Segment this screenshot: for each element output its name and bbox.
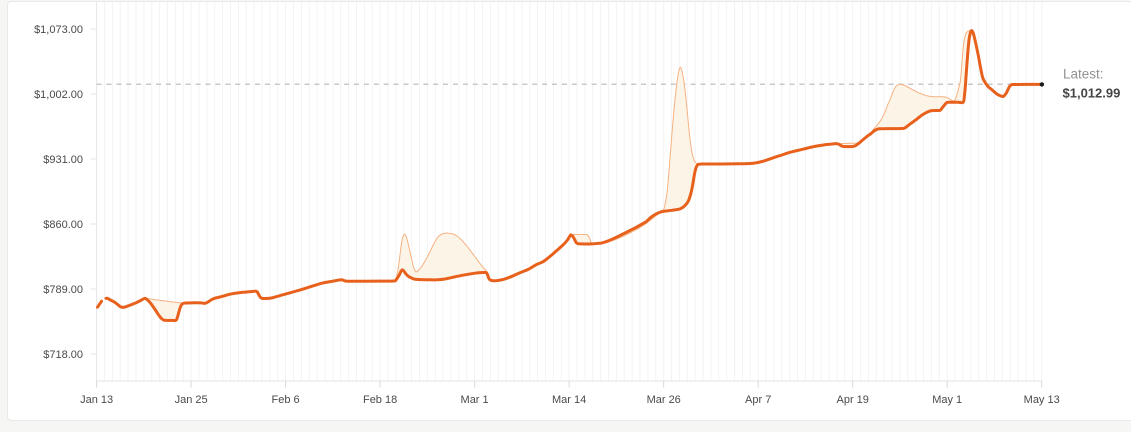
svg-text:May 13: May 13 — [1024, 394, 1060, 406]
svg-text:Apr 19: Apr 19 — [836, 394, 868, 406]
svg-text:$789.00: $789.00 — [43, 284, 83, 296]
svg-text:Jan 13: Jan 13 — [80, 394, 113, 406]
svg-text:Latest:: Latest: — [1063, 67, 1104, 82]
svg-text:$860.00: $860.00 — [43, 219, 83, 231]
svg-text:$1,073.00: $1,073.00 — [34, 24, 83, 36]
svg-text:May 1: May 1 — [932, 394, 962, 406]
svg-text:Mar 26: Mar 26 — [647, 394, 681, 406]
svg-text:$1,012.99: $1,012.99 — [1063, 86, 1121, 101]
svg-text:$1,002.00: $1,002.00 — [34, 89, 83, 101]
svg-text:Feb 18: Feb 18 — [363, 394, 397, 406]
svg-text:Jan 25: Jan 25 — [175, 394, 208, 406]
svg-text:Feb 6: Feb 6 — [272, 394, 300, 406]
svg-text:Mar 14: Mar 14 — [552, 394, 586, 406]
svg-text:$931.00: $931.00 — [43, 154, 83, 166]
svg-text:Apr 7: Apr 7 — [745, 394, 771, 406]
svg-text:Mar 1: Mar 1 — [461, 394, 489, 406]
svg-text:$718.00: $718.00 — [43, 349, 83, 361]
